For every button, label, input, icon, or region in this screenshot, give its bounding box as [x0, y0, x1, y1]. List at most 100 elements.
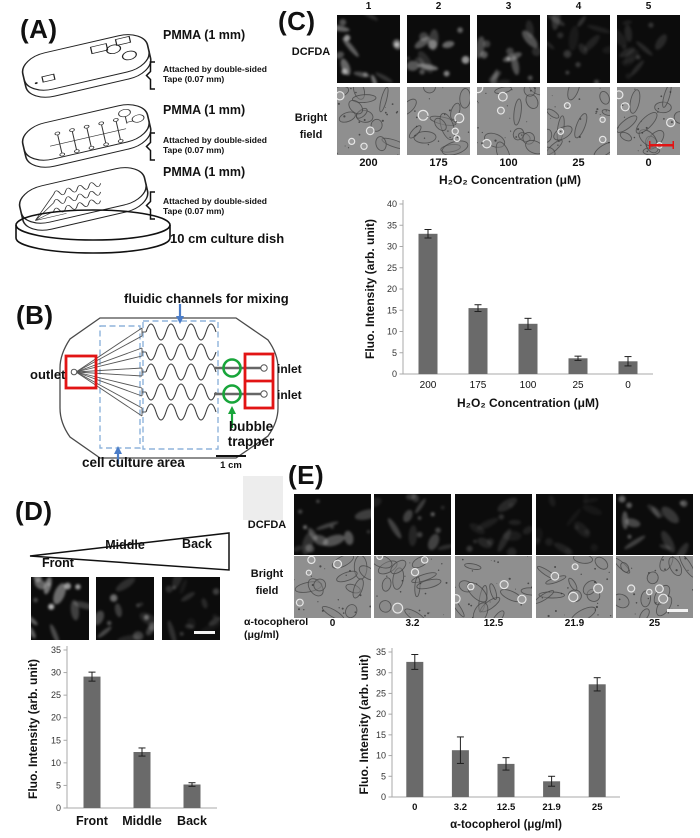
svg-text:30: 30 [387, 242, 397, 252]
bubble-trapper-circle-1 [222, 358, 242, 378]
column-number-3: 3 [505, 1, 512, 12]
dcfda-micrograph-e-5 [616, 494, 693, 555]
column-number-4: 4 [575, 1, 582, 12]
culture-dish [15, 209, 171, 254]
brightfield-micrograph-c-1 [337, 87, 400, 155]
brightfield-micrograph-c-2 [407, 87, 470, 155]
brightfield-micrograph-c-3 [477, 87, 540, 155]
cell-culture-area-label: cell culture area [82, 455, 185, 470]
micrograph-d-2 [96, 577, 154, 640]
dcfda-micrograph-c-3 [477, 15, 540, 83]
panel-a-label: (A) [20, 14, 58, 44]
brightfield-micrograph-e-4 [536, 556, 613, 618]
svg-text:0: 0 [392, 369, 397, 379]
svg-text:Fluo. Intensity (arb. unit): Fluo. Intensity (arb. unit) [26, 659, 40, 799]
tape-label-3: Attached by double-sided Tape (0.07 mm) [163, 196, 267, 216]
column-number-1: 1 [365, 1, 372, 12]
svg-text:5: 5 [392, 348, 397, 358]
conc-label-e-3: 12.5 [483, 618, 504, 629]
svg-text:25: 25 [572, 380, 584, 391]
bar-chart-svg: 0 5 10 15 20 25 30 35 0 3.2 12.5 21.9 25 α-tocopherol… [358, 647, 620, 831]
inlet-label-2: inlet [277, 388, 302, 402]
svg-text:30: 30 [51, 668, 61, 678]
svg-text:25: 25 [592, 802, 603, 813]
conc-label-c-5: 0 [645, 157, 652, 169]
panel-b-chip-schematic [59, 304, 279, 464]
brightfield-micrograph-e-2 [374, 556, 451, 618]
svg-text:35: 35 [51, 645, 61, 655]
dcfda-micrograph-e-1 [294, 494, 371, 555]
bubble-trapper-circle-2 [222, 384, 242, 404]
svg-text:15: 15 [387, 305, 397, 315]
conc-label-e-5: 25 [648, 618, 661, 629]
panel-d-label: (D) [15, 496, 53, 526]
bubble-trapper-arrow [228, 406, 236, 428]
brightfield-micrograph-e-5 [616, 556, 693, 618]
svg-text:0: 0 [625, 380, 631, 391]
svg-text:10: 10 [51, 758, 61, 768]
dcfda-micrograph-c-1 [337, 15, 400, 83]
pmma-plate-bottom [18, 167, 149, 231]
brightfield-micrograph-c-4 [547, 87, 610, 155]
svg-text:0: 0 [56, 803, 61, 813]
bar-chart-svg: 0 5 10 15 20 25 30 35 Front Middle Back Fluo. Inten… [26, 645, 217, 828]
panel-b-label: (B) [16, 300, 54, 330]
svg-text:10: 10 [376, 751, 386, 761]
svg-text:H₂O₂ Concentration (μM): H₂O₂ Concentration (μM) [457, 396, 599, 410]
svg-text:35: 35 [387, 220, 397, 230]
svg-text:20: 20 [51, 713, 61, 723]
bubble-trapper-label: bubble trapper [227, 419, 275, 449]
svg-text:0: 0 [412, 802, 417, 813]
svg-text:25: 25 [376, 688, 386, 698]
svg-text:0: 0 [381, 792, 386, 802]
svg-text:10: 10 [387, 327, 397, 337]
h2o2-axis-label: H₂O₂ Concentration (μM) [439, 173, 581, 187]
brightfield-micrograph-e-3 [455, 556, 532, 618]
dcfda-micrograph-c-5 [617, 15, 680, 83]
dcfda-micrograph-e-3 [455, 494, 532, 555]
dcfda-micrograph-c-2 [407, 15, 470, 83]
fluidic-channels-arrow [176, 304, 184, 324]
svg-text:Front: Front [76, 814, 109, 828]
panel-a-exploded-diagram [15, 34, 171, 254]
svg-text:100: 100 [520, 380, 537, 391]
svg-text:Fluo. Intensity (arb. unit): Fluo. Intensity (arb. unit) [363, 219, 377, 359]
tocopherol-axis-label: α-tocopherol (μg/ml) [244, 616, 309, 641]
column-number-5: 5 [645, 1, 652, 12]
svg-text:20: 20 [376, 709, 386, 719]
inlet-label-1: inlet [277, 362, 302, 376]
micrograph-d-1 [31, 577, 89, 640]
scalebar-1cm-label: 1 cm [220, 460, 242, 471]
chart-position: 0 5 10 15 20 25 30 35 Front Middle Back Fluo. Inten… [25, 636, 240, 838]
conc-label-e-2: 3.2 [405, 618, 420, 629]
conc-label-e-4: 21.9 [564, 618, 585, 629]
svg-text:40: 40 [387, 199, 397, 209]
scan-artifact [243, 476, 283, 520]
outlet-port [70, 368, 78, 376]
conc-label-c-2: 175 [429, 157, 448, 169]
conc-label-c-4: 25 [572, 157, 585, 169]
wedge-middle-label: Middle [105, 538, 145, 552]
column-number-2: 2 [435, 1, 442, 12]
chart-tocopherol: 0 5 10 15 20 25 30 35 0 3.2 12.5 21.9 25 α-tocopherol… [358, 636, 658, 838]
svg-text:5: 5 [381, 771, 386, 781]
gradient-wedge [29, 532, 230, 571]
svg-text:α-tocopherol (μg/ml): α-tocopherol (μg/ml) [450, 819, 562, 831]
tape-label-2: Attached by double-sided Tape (0.07 mm) [163, 135, 267, 155]
svg-text:15: 15 [376, 730, 386, 740]
dcfda-row-label-c: DCFDA [291, 46, 331, 58]
conc-label-c-1: 200 [359, 157, 378, 169]
svg-text:35: 35 [376, 647, 386, 657]
conc-label-e-1: 0 [329, 618, 336, 629]
pmma-plate-middle [21, 104, 152, 168]
svg-text:200: 200 [420, 380, 437, 391]
svg-text:Back: Back [177, 814, 207, 828]
tape-brackets [145, 61, 155, 220]
micrograph-d-3 [162, 577, 220, 640]
wedge-back-label: Back [182, 537, 212, 551]
svg-text:30: 30 [376, 668, 386, 678]
outlet-box [64, 354, 98, 390]
chip-outline [59, 317, 279, 459]
svg-text:Fluo. Intensity (arb. unit): Fluo. Intensity (arb. unit) [358, 655, 371, 795]
